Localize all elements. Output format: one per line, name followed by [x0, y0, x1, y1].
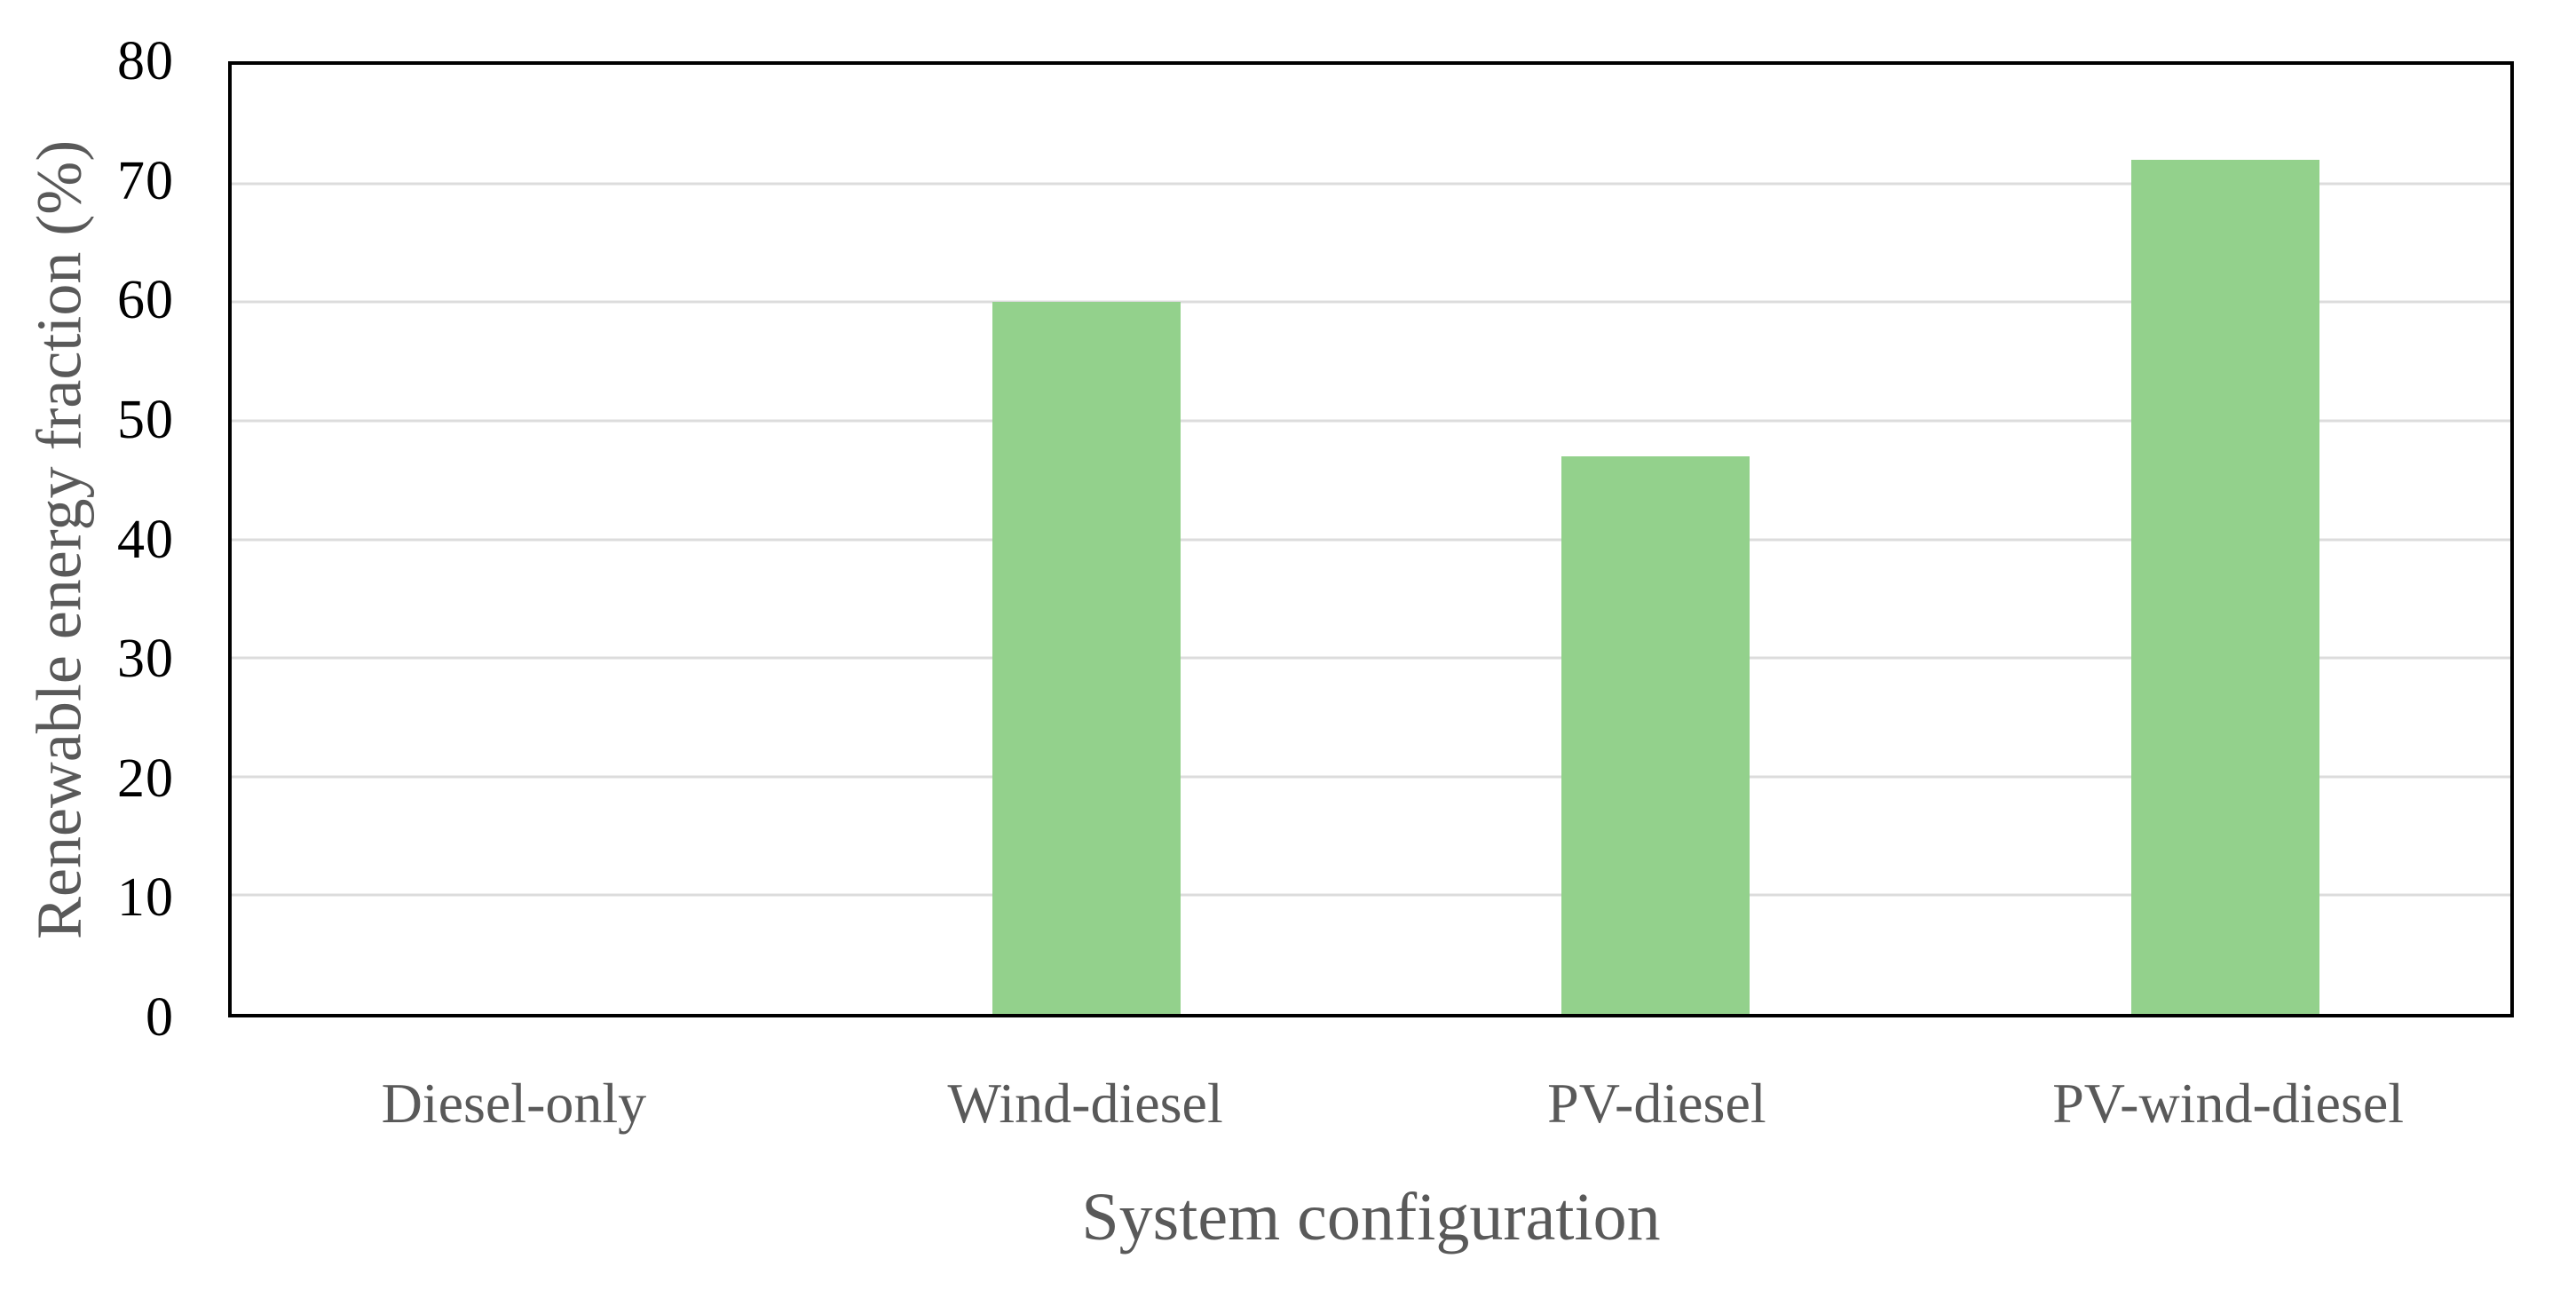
y-tick-label: 10 — [117, 867, 174, 929]
gridline — [232, 656, 2510, 660]
bar-pv-wind-diesel — [2131, 159, 2320, 1014]
bar-pv-diesel — [1561, 455, 1750, 1014]
y-tick-label: 60 — [117, 270, 174, 331]
gridline — [232, 300, 2510, 304]
x-axis-tick-labels: Diesel-only Wind-diesel PV-diesel PV-wind-d… — [228, 1059, 2514, 1148]
bars-layer — [232, 65, 2510, 1014]
category-band — [1371, 65, 1941, 1014]
y-tick-label: 50 — [117, 389, 174, 450]
gridline — [232, 893, 2510, 897]
plot-area — [228, 61, 2514, 1017]
category-band — [802, 65, 1371, 1014]
category-band — [232, 65, 802, 1014]
y-axis-tick-labels: 0 10 20 30 40 50 60 70 80 — [0, 34, 174, 1045]
y-tick-label: 80 — [117, 31, 174, 91]
y-tick-label: 70 — [117, 150, 174, 211]
x-tick-label: Diesel-only — [381, 1072, 647, 1135]
x-tick-label: PV-wind-diesel — [2052, 1072, 2405, 1135]
x-axis-title: System configuration — [1081, 1180, 1661, 1255]
x-tick-label: PV-diesel — [1547, 1072, 1766, 1135]
gridline — [232, 419, 2510, 423]
gridline — [232, 775, 2510, 779]
category-band — [1940, 65, 2510, 1014]
bar-wind-diesel — [992, 302, 1181, 1014]
x-tick-label: Wind-diesel — [947, 1072, 1223, 1135]
gridline — [232, 182, 2510, 186]
y-tick-label: 30 — [117, 629, 174, 690]
y-tick-label: 40 — [117, 509, 174, 570]
y-tick-label: 0 — [146, 987, 174, 1048]
gridline — [232, 538, 2510, 541]
y-tick-label: 20 — [117, 748, 174, 809]
